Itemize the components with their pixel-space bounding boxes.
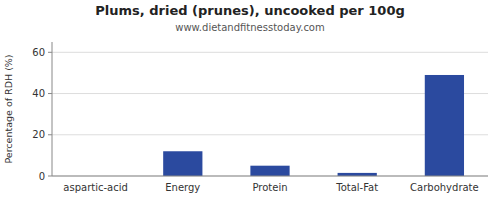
grid-line	[52, 93, 488, 94]
y-tick-label: 60	[32, 47, 45, 58]
y-tick-label: 20	[32, 129, 45, 140]
x-axis-line	[52, 176, 488, 177]
y-tick-label: 0	[39, 171, 45, 182]
title: Plums, dried (prunes), uncooked per 100g	[95, 3, 404, 18]
y-tick-label: 40	[32, 88, 45, 99]
grid-line	[52, 134, 488, 135]
chart: Plums, dried (prunes), uncooked per 100g…	[0, 0, 500, 200]
y-tick	[48, 176, 52, 177]
x-tick-label: aspartic-acid	[63, 182, 127, 193]
y-axis-line	[52, 42, 53, 176]
chart-container: Plums, dried (prunes), uncooked per 100g…	[0, 0, 500, 200]
x-tick-label: Carbohydrate	[410, 182, 479, 193]
y-axis-label: Percentage of RDH (%)	[3, 54, 14, 163]
x-tick-label: Protein	[252, 182, 287, 193]
bar	[163, 151, 202, 176]
x-tick-label: Total-Fat	[335, 182, 378, 193]
grid-line	[52, 176, 488, 177]
y-tick	[48, 52, 52, 53]
y-tick	[48, 134, 52, 135]
bar	[250, 166, 289, 176]
x-tick-label: Energy	[165, 182, 200, 193]
bars	[163, 75, 464, 176]
bar	[425, 75, 464, 176]
subtitle: www.dietandfitnesstoday.com	[175, 22, 324, 33]
x-axis: aspartic-acid Energy Protein Total-Fat Carbo…	[63, 182, 478, 193]
y-axis: 0 20 40 60	[32, 47, 488, 182]
y-tick	[48, 93, 52, 94]
grid-line	[52, 52, 488, 53]
